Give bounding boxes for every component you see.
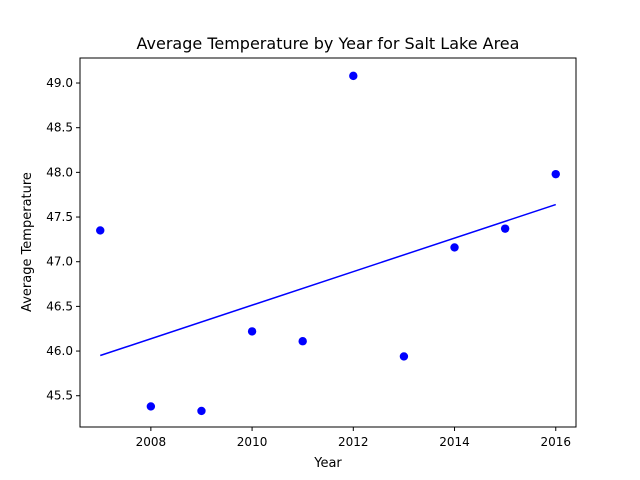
y-axis: 45.5 46.0 46.5 47.0 47.5 48.0 48.5 49.0	[46, 76, 80, 403]
scatter-point	[96, 226, 105, 235]
scatter-point	[197, 406, 206, 416]
x-tick-label: 2008	[136, 435, 167, 449]
y-axis-label: Average Temperature	[20, 172, 35, 312]
y-tick-label: 49.0	[46, 76, 73, 90]
scatter-point	[450, 243, 459, 252]
x-tick-label: 2010	[237, 435, 268, 449]
y-tick-label: 46.0	[46, 344, 73, 358]
y-tick-label: 46.5	[46, 299, 73, 313]
scatter-point	[349, 71, 358, 81]
scatter-point	[146, 402, 156, 411]
y-tick-label: 48.0	[46, 165, 73, 179]
y-tick-label: 45.5	[46, 389, 73, 403]
plot-area	[96, 71, 560, 416]
trend-line	[100, 203, 556, 357]
x-axis: 2008 2010 2012 2014 2016	[136, 427, 571, 449]
scatter-point	[247, 327, 257, 336]
x-tick-label: 2012	[338, 435, 369, 449]
scatter-point	[551, 169, 560, 179]
y-tick-label: 48.5	[46, 121, 73, 135]
scatter-point	[500, 224, 510, 233]
x-tick-label: 2014	[439, 435, 470, 449]
x-axis-label: Year	[313, 456, 342, 471]
y-tick-label: 47.0	[46, 255, 73, 269]
plot-frame	[79, 57, 577, 428]
scatter-point	[298, 337, 307, 346]
chart-title: Average Temperature by Year for Salt Lak…	[137, 34, 520, 53]
x-tick-label: 2016	[540, 435, 571, 449]
scatter-point	[399, 352, 409, 361]
y-tick-label: 47.5	[46, 210, 73, 224]
